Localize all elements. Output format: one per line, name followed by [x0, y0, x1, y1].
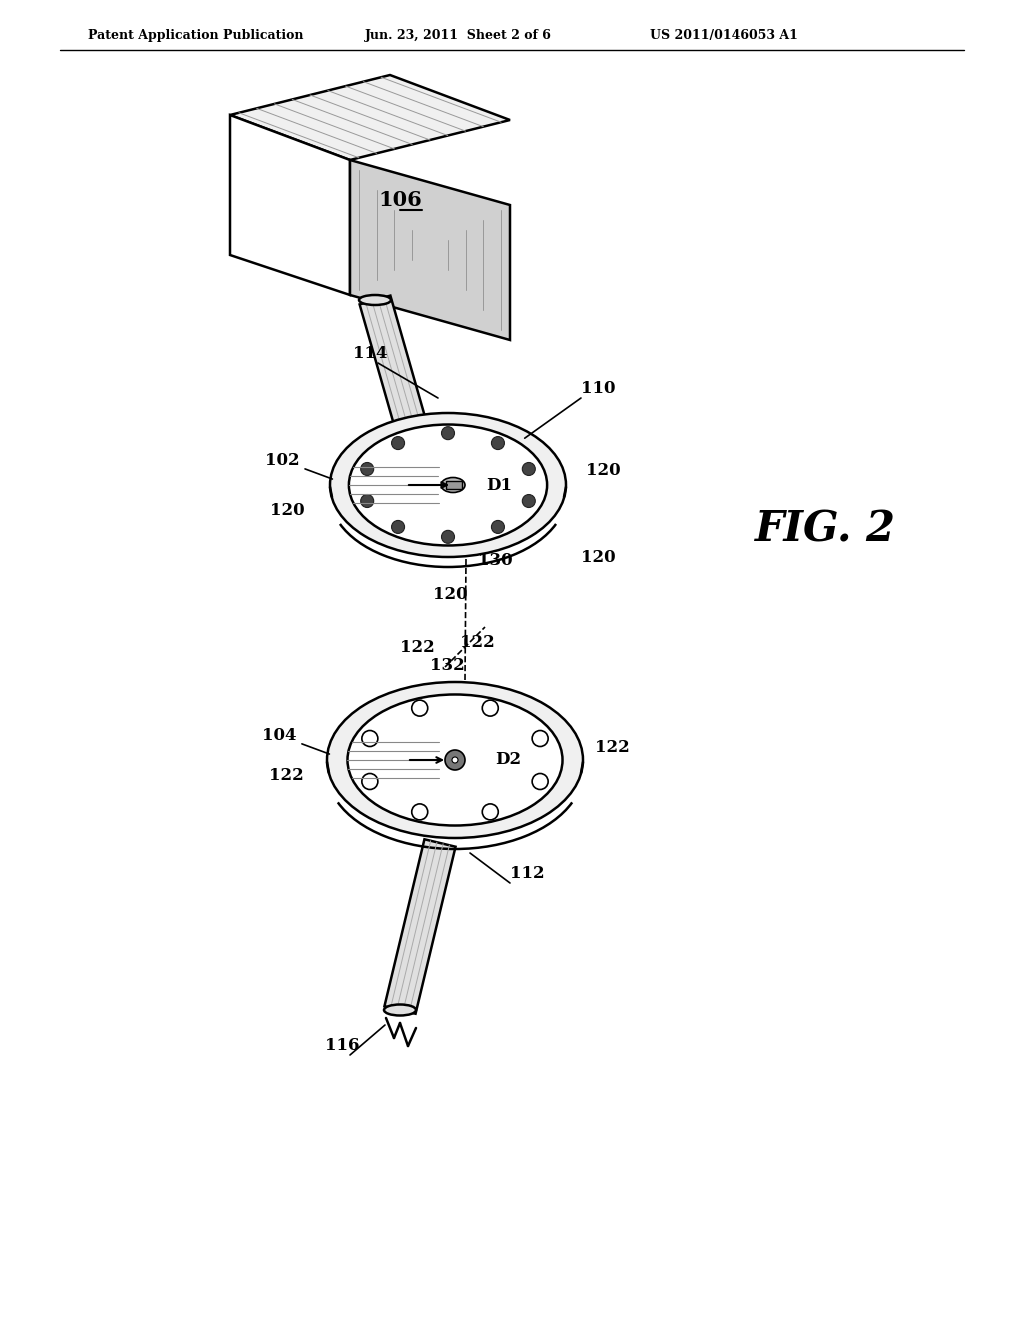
- Circle shape: [360, 495, 374, 507]
- Circle shape: [452, 756, 458, 763]
- Text: 122: 122: [400, 639, 435, 656]
- Ellipse shape: [441, 478, 465, 492]
- Text: 106: 106: [378, 190, 422, 210]
- Circle shape: [361, 730, 378, 747]
- Text: D2: D2: [495, 751, 521, 768]
- Circle shape: [360, 462, 374, 475]
- Circle shape: [441, 426, 455, 440]
- Circle shape: [412, 700, 428, 717]
- Ellipse shape: [349, 425, 547, 545]
- Polygon shape: [230, 115, 350, 294]
- Ellipse shape: [359, 294, 391, 305]
- Text: 114: 114: [353, 345, 387, 362]
- Polygon shape: [446, 480, 462, 488]
- Text: US 2011/0146053 A1: US 2011/0146053 A1: [650, 29, 798, 41]
- Circle shape: [532, 730, 548, 747]
- Text: Jun. 23, 2011  Sheet 2 of 6: Jun. 23, 2011 Sheet 2 of 6: [365, 29, 552, 41]
- Circle shape: [391, 437, 404, 450]
- Circle shape: [361, 774, 378, 789]
- Text: 132: 132: [430, 657, 465, 675]
- Text: 116: 116: [325, 1038, 359, 1053]
- Polygon shape: [230, 75, 510, 160]
- Text: 112: 112: [510, 865, 545, 882]
- Text: 120: 120: [586, 462, 621, 479]
- Circle shape: [391, 520, 404, 533]
- Text: FIG. 2: FIG. 2: [755, 510, 896, 550]
- Polygon shape: [384, 840, 456, 1014]
- Ellipse shape: [384, 1005, 416, 1015]
- Text: 120: 120: [581, 549, 615, 566]
- Circle shape: [522, 462, 536, 475]
- Text: 120: 120: [270, 502, 304, 519]
- Text: 104: 104: [262, 727, 330, 754]
- Text: 122: 122: [269, 767, 304, 784]
- Text: D1: D1: [486, 477, 512, 494]
- Ellipse shape: [347, 694, 562, 825]
- Text: 120: 120: [433, 586, 468, 603]
- Circle shape: [445, 750, 465, 770]
- Text: 122: 122: [595, 739, 630, 756]
- Ellipse shape: [330, 413, 566, 557]
- Circle shape: [492, 437, 505, 450]
- Text: 122: 122: [460, 634, 495, 651]
- Circle shape: [532, 774, 548, 789]
- Circle shape: [492, 520, 505, 533]
- Circle shape: [482, 804, 499, 820]
- Text: 110: 110: [581, 380, 615, 397]
- Text: 130: 130: [478, 552, 513, 569]
- Circle shape: [482, 700, 499, 717]
- Text: 102: 102: [265, 451, 333, 479]
- Polygon shape: [350, 160, 510, 341]
- Circle shape: [441, 531, 455, 544]
- Circle shape: [412, 804, 428, 820]
- Polygon shape: [359, 296, 430, 445]
- Circle shape: [522, 495, 536, 507]
- Ellipse shape: [327, 682, 583, 838]
- Text: Patent Application Publication: Patent Application Publication: [88, 29, 303, 41]
